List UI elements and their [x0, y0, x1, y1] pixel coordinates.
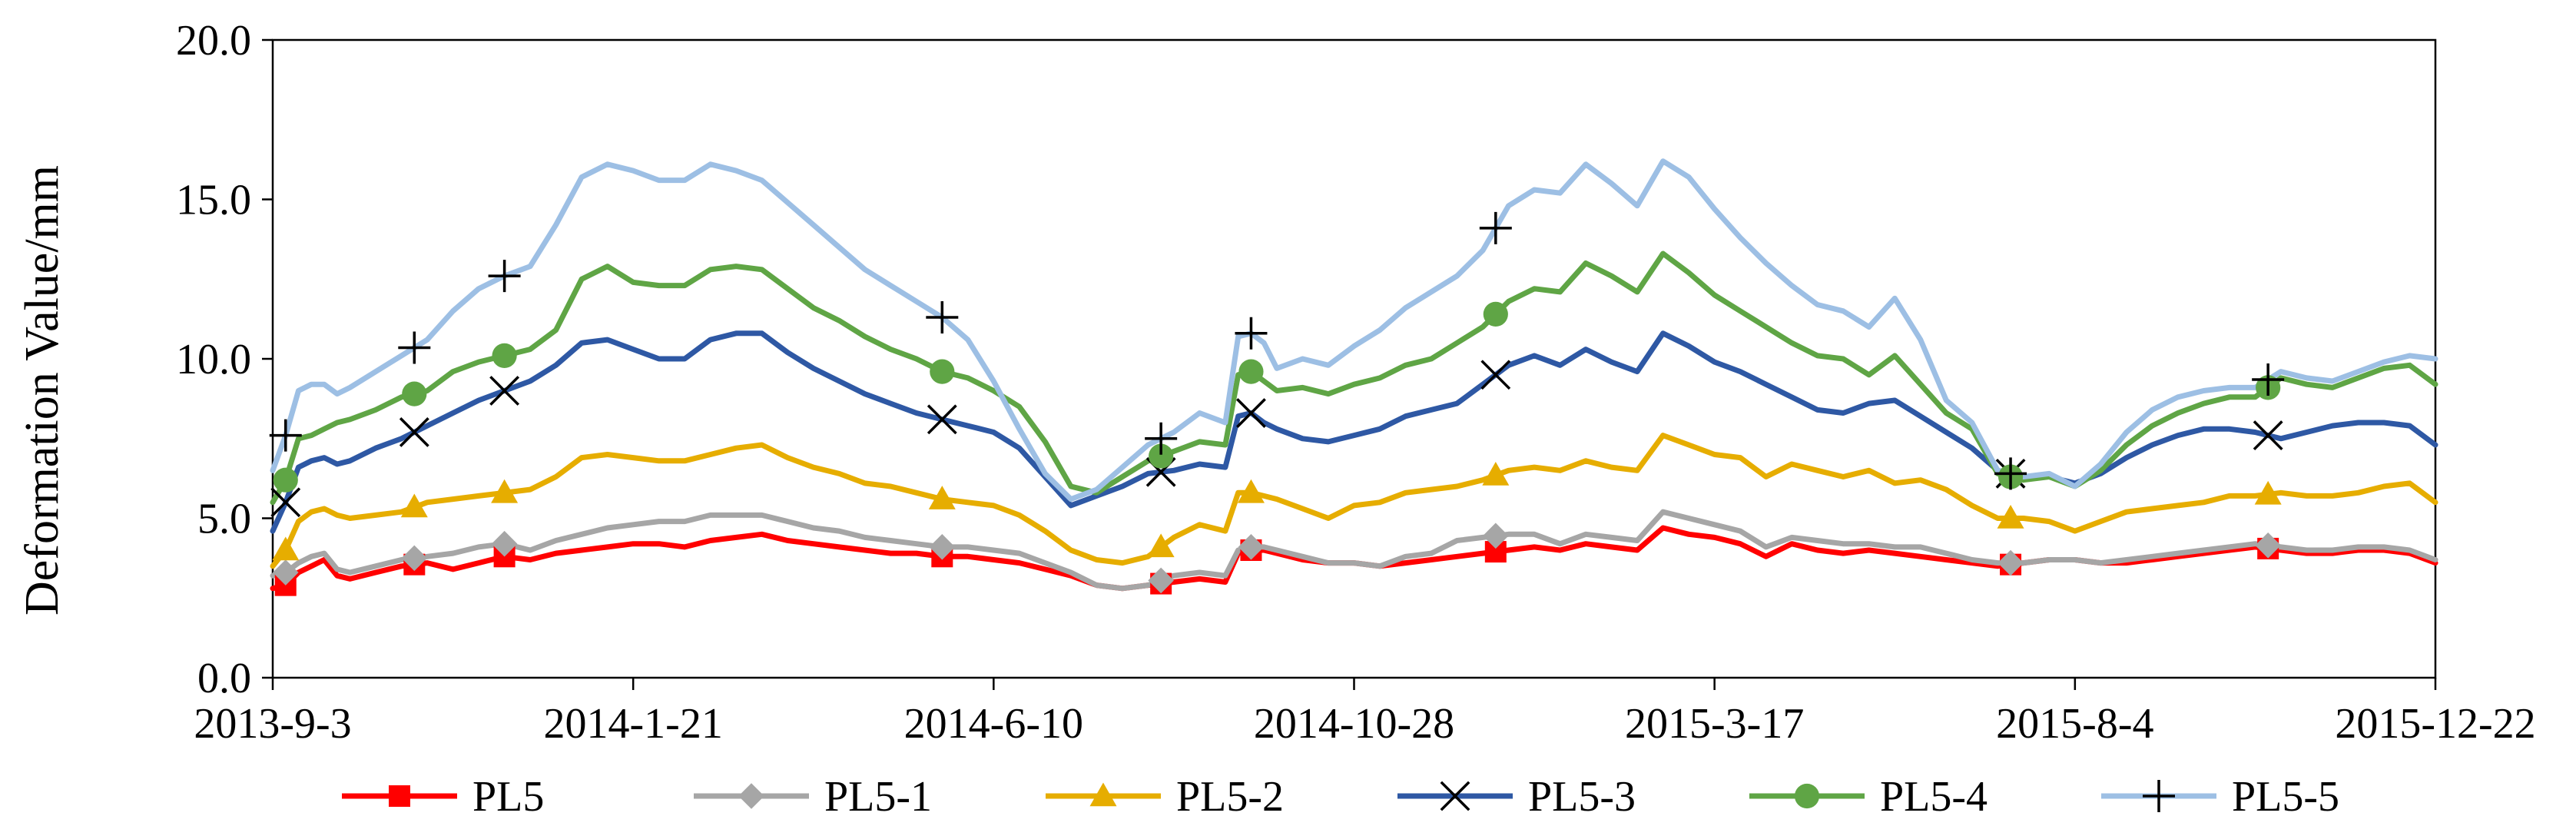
data-point-pl5-1 [1148, 567, 1174, 594]
legend-item-pl5: PL5 [342, 773, 544, 821]
x-tick-label: 2014-10-28 [1254, 700, 1454, 748]
data-point-pl5-2 [400, 493, 428, 518]
data-point-pl5-3 [927, 404, 957, 435]
data-point-pl5-4 [273, 467, 298, 493]
data-point-pl5-1 [1483, 522, 1509, 549]
data-point-pl5-1 [1997, 549, 2024, 576]
legend-label: PL5-5 [2232, 773, 2339, 821]
data-point-pl5-4 [1149, 443, 1174, 469]
legend-item-pl5-5: PL5-5 [2101, 773, 2339, 821]
legend: PL5 PL5-1 PL5-2 PL5-3 PL5-4 PL5-5 [342, 773, 2339, 821]
x-tick-label: 2015-3-17 [1625, 700, 1804, 748]
data-point-pl5-5 [2252, 363, 2285, 396]
legend-label: PL5 [472, 773, 544, 821]
data-point-pl5-5 [926, 301, 959, 334]
plot-area-border [271, 38, 2437, 679]
series-line-pl5-3 [270, 330, 2438, 534]
x-tick-label: 2014-6-10 [904, 700, 1083, 748]
y-tick-label: 20.0 [176, 17, 251, 65]
data-point-pl5-3 [1236, 398, 1266, 428]
data-point-pl5-3 [1480, 360, 1511, 390]
data-point-pl5-2 [1997, 505, 2024, 529]
marker-layer [269, 211, 2285, 596]
data-point-pl5-4 [930, 359, 955, 384]
y-axis-label: Deformation Value/mm [16, 165, 68, 615]
data-point-pl5-1 [2255, 532, 2281, 559]
data-point-pl5-4 [402, 381, 427, 406]
x-tick-label: 2015-8-4 [1996, 700, 2153, 748]
axis-layer: 0.0 5.0 10.0 15.0 20.0 2013-9-3 2014-1-21 2014-… [176, 17, 2536, 748]
legend-label: PL5-3 [1528, 773, 1636, 821]
data-point-pl5-2 [491, 479, 519, 503]
y-tick-label: 5.0 [197, 496, 251, 543]
data-point-pl5-4 [492, 343, 517, 368]
legend-label: PL5-1 [824, 773, 932, 821]
data-point-pl5-5 [1235, 317, 1268, 350]
data-point-pl5-2 [2254, 480, 2282, 505]
data-point-pl5-5 [1994, 457, 2027, 490]
series-line-pl5-2 [270, 433, 2438, 569]
data-point-pl5-5 [269, 419, 302, 452]
data-point-pl5-3 [270, 487, 301, 518]
legend-item-pl5-2: PL5-2 [1046, 773, 1284, 821]
legend-label: PL5-4 [1880, 773, 1988, 821]
data-point-pl5-5 [1145, 422, 1178, 455]
data-point-pl5-4 [1483, 301, 1508, 327]
legend-item-pl5-1: PL5-1 [694, 773, 932, 821]
series-line-pl5 [270, 525, 2438, 592]
legend-label: PL5-2 [1176, 773, 1284, 821]
y-tick-label: 10.0 [176, 336, 251, 383]
data-point-pl5-5 [398, 331, 431, 364]
data-point-pl5-1 [401, 545, 428, 572]
data-point-pl5-2 [928, 486, 956, 509]
series-line-pl5-1 [270, 509, 2438, 592]
legend-item-pl5-3: PL5-3 [1397, 773, 1636, 821]
data-point-pl5-5 [488, 260, 521, 293]
legend-item-pl5-4: PL5-4 [1749, 773, 1988, 821]
data-point-pl5-3 [489, 376, 520, 406]
data-point-pl5-2 [272, 536, 300, 561]
data-point-pl5-2 [1147, 533, 1175, 558]
x-tick-label: 2015-12-22 [2335, 700, 2535, 748]
legend-marker [1089, 782, 1117, 807]
x-tick-label: 2014-1-21 [544, 700, 723, 748]
plot-frame [271, 38, 2437, 679]
data-point-pl5-2 [1237, 479, 1265, 503]
legend-marker [1794, 783, 1820, 809]
x-tick-label: 2013-9-3 [194, 700, 351, 748]
data-point-pl5-1 [929, 534, 956, 560]
legend-marker [1440, 781, 1470, 811]
series-layer [270, 158, 2438, 592]
data-point-pl5-1 [272, 559, 299, 586]
data-point-pl5-3 [2253, 420, 2283, 451]
data-point-pl5-1 [1238, 534, 1265, 560]
legend-marker [389, 785, 410, 807]
data-point-pl5-1 [491, 530, 518, 557]
data-point-pl5-4 [1238, 359, 1264, 384]
data-point-pl5-2 [1482, 461, 1510, 486]
legend-marker [2143, 780, 2175, 812]
y-tick-label: 0.0 [197, 655, 251, 702]
data-point-pl5-3 [399, 417, 429, 447]
data-point-pl5-5 [1479, 211, 1512, 244]
legend-marker [738, 783, 764, 809]
series-line-pl5-5 [270, 158, 2438, 503]
y-tick-label: 15.0 [176, 177, 251, 224]
